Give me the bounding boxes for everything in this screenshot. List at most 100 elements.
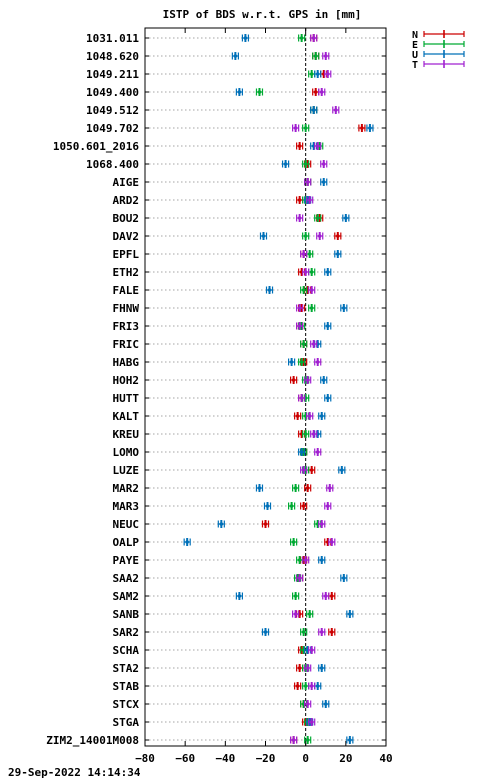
marker-dot: [309, 648, 314, 652]
data-point-e: [300, 340, 308, 348]
data-point-t: [296, 304, 304, 312]
marker-dot: [289, 504, 294, 508]
marker-dot: [325, 72, 330, 76]
marker-dot: [303, 234, 308, 238]
data-point-t: [318, 520, 326, 528]
marker-dot: [297, 216, 302, 220]
marker-dot: [315, 216, 320, 220]
data-point-u: [324, 322, 332, 330]
data-point-u: [346, 736, 354, 744]
row-label: 1050.601_2016: [53, 140, 139, 153]
data-point-e: [306, 250, 314, 258]
data-point-t: [304, 664, 312, 672]
row-label: PAYE: [113, 554, 140, 567]
data-point-u: [263, 502, 272, 510]
data-point-e: [287, 502, 296, 510]
data-point-u: [310, 106, 318, 114]
data-point-t: [322, 52, 330, 60]
row-label: 1049.211: [86, 68, 139, 81]
data-point-t: [304, 700, 312, 708]
row-label: 1049.400: [86, 86, 139, 99]
row-label: DAV2: [113, 230, 140, 243]
data-point-t: [302, 556, 310, 564]
row-label: 1048.620: [86, 50, 139, 63]
data-point-t: [324, 70, 332, 78]
data-point-t: [308, 718, 316, 726]
marker-dot: [263, 630, 268, 634]
data-point-e: [300, 628, 308, 636]
marker-dot: [219, 522, 224, 526]
data-point-u: [231, 52, 239, 60]
data-point-u: [235, 88, 244, 96]
marker-dot: [293, 486, 298, 490]
marker-dot: [305, 666, 310, 670]
x-tick-label: −80: [135, 752, 155, 765]
marker-dot: [301, 504, 306, 508]
data-point-n: [328, 628, 336, 636]
data-point-e: [308, 268, 316, 276]
marker-dot: [323, 702, 328, 706]
marker-dot: [309, 306, 314, 310]
data-point-t: [306, 196, 314, 204]
marker-dot: [348, 738, 352, 742]
data-point-n: [296, 196, 304, 204]
marker-dot: [309, 72, 314, 76]
data-point-t: [304, 178, 312, 186]
data-point-n: [294, 682, 302, 690]
data-point-u: [261, 628, 270, 636]
data-point-u: [183, 538, 191, 546]
data-point-t: [310, 340, 318, 348]
data-point-t: [292, 610, 300, 618]
row-label: LOMO: [113, 446, 140, 459]
row-label: OALP: [113, 536, 140, 549]
row-label: STCX: [113, 698, 140, 711]
data-point-u: [366, 124, 374, 132]
marker-dot: [319, 630, 324, 634]
data-point-n: [261, 520, 270, 528]
data-point-u: [241, 34, 250, 42]
marker-dot: [325, 270, 330, 274]
data-point-u: [217, 520, 225, 528]
marker-dot: [311, 432, 316, 436]
data-point-t: [296, 322, 304, 330]
marker-dot: [313, 90, 318, 94]
data-point-e: [308, 304, 316, 312]
data-point-e: [290, 538, 298, 546]
marker-dot: [261, 234, 266, 238]
marker-dot: [321, 180, 326, 184]
marker-dot: [297, 666, 302, 670]
data-point-t: [298, 394, 306, 402]
row-label: SAA2: [113, 572, 140, 585]
x-tick-label: −20: [256, 752, 276, 765]
marker-dot: [293, 126, 298, 130]
marker-dot: [329, 594, 334, 598]
row-label: STAB: [113, 680, 140, 693]
data-point-t: [310, 430, 318, 438]
row-label: 1031.011: [86, 32, 139, 45]
marker-dot: [311, 36, 316, 40]
data-point-u: [318, 556, 326, 564]
legend-label-u: U: [412, 50, 418, 61]
marker-dot: [329, 540, 334, 544]
marker-dot: [321, 378, 326, 382]
row-label: KALT: [113, 410, 140, 423]
marker-dot: [313, 54, 318, 58]
x-tick-label: 40: [379, 752, 392, 765]
row-label: LUZE: [113, 464, 140, 477]
data-point-t: [318, 88, 326, 96]
marker-dot: [305, 702, 310, 706]
marker-dot: [263, 522, 268, 526]
marker-dot: [305, 486, 310, 490]
marker-dot: [299, 396, 304, 400]
marker-dot: [301, 630, 306, 634]
data-point-t: [304, 376, 312, 384]
row-label: SANB: [113, 608, 140, 621]
data-point-u: [287, 358, 296, 366]
data-point-t: [310, 34, 318, 42]
marker-dot: [319, 90, 324, 94]
data-point-n: [334, 232, 342, 240]
marker-dot: [309, 270, 314, 274]
marker-dot: [293, 612, 298, 616]
marker-dot: [311, 342, 316, 346]
row-label: ETH2: [113, 266, 140, 279]
